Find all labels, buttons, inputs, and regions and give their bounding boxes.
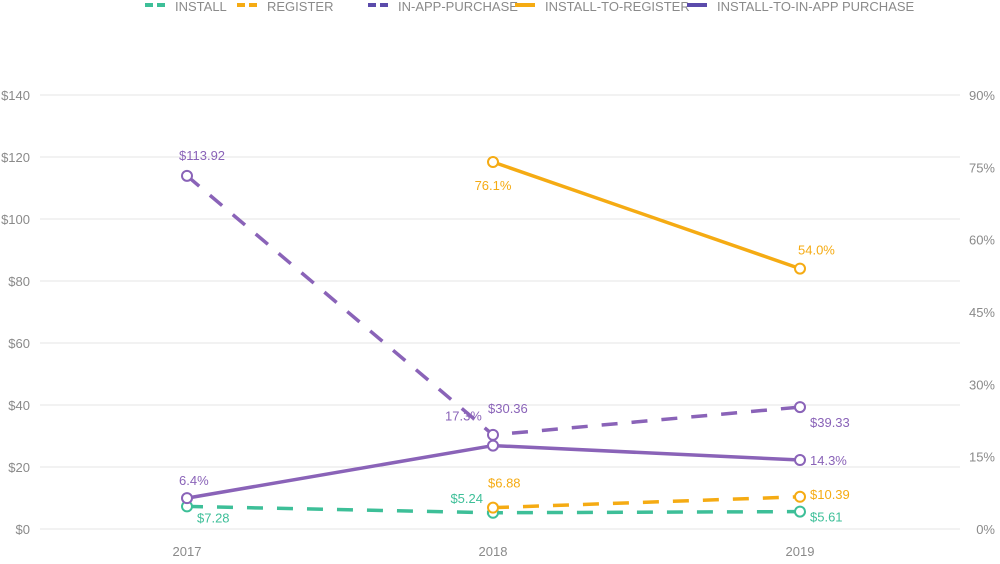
- data-point-in-app-purchase: [794, 401, 806, 414]
- series-line-register: [492, 495, 801, 510]
- left-tick-label: $100: [1, 212, 30, 227]
- legend-item-install-to-in-app-purchase[interactable]: INSTALL-TO-IN-APP PURCHASE: [687, 0, 915, 14]
- data-point-register: [487, 501, 499, 514]
- right-tick-label: 45%: [969, 305, 995, 320]
- legend-item-register[interactable]: REGISTER: [237, 0, 333, 14]
- legend-swatch: [157, 3, 165, 7]
- legend-item-install-to-register[interactable]: INSTALL-TO-REGISTER: [515, 0, 690, 14]
- right-tick-label: 0%: [976, 522, 995, 537]
- right-tick-label: 15%: [969, 450, 995, 465]
- data-point-install-to-in-app-purchase: [181, 492, 193, 505]
- right-tick-label: 75%: [969, 160, 995, 175]
- data-label-in-app-purchase: $39.33: [810, 415, 850, 430]
- data-label-install-to-register: 76.1%: [475, 178, 512, 193]
- data-label-install: $7.28: [197, 510, 230, 525]
- legend-label: INSTALL-TO-REGISTER: [545, 0, 690, 14]
- left-tick-label: $0: [16, 522, 30, 537]
- data-label-install-to-in-app-purchase: 14.3%: [810, 453, 847, 468]
- legend-label: REGISTER: [267, 0, 333, 14]
- legend-swatch: [368, 3, 376, 7]
- data-point-install-to-in-app-purchase: [487, 439, 499, 452]
- left-tick-label: $20: [8, 460, 30, 475]
- legend-swatch: [687, 3, 707, 7]
- data-point-install-to-in-app-purchase: [794, 454, 806, 467]
- data-point-install-to-register: [487, 156, 499, 169]
- legend-label: IN-APP-PURCHASE: [398, 0, 518, 14]
- left-tick-label: $60: [8, 336, 30, 351]
- right-tick-label: 60%: [969, 233, 995, 248]
- legend-swatch: [380, 3, 388, 7]
- data-point-in-app-purchase: [181, 169, 193, 182]
- data-label-install: $5.24: [450, 491, 483, 506]
- series-line-install-to-register: [492, 160, 801, 271]
- left-tick-label: $140: [1, 88, 30, 103]
- data-label-register: $10.39: [810, 487, 850, 502]
- series-line-in-app-purchase: [185, 174, 801, 437]
- data-label-in-app-purchase: $113.92: [179, 148, 225, 163]
- legend-label: INSTALL-TO-IN-APP PURCHASE: [717, 0, 915, 14]
- legend-item-in-app-purchase[interactable]: IN-APP-PURCHASE: [368, 0, 518, 14]
- legend-swatch: [515, 3, 535, 7]
- legend-label: INSTALL: [175, 0, 227, 14]
- data-point-install-to-register: [794, 262, 806, 275]
- left-tick-label: $120: [1, 150, 30, 165]
- legend-swatch: [145, 3, 153, 7]
- left-tick-label: $40: [8, 398, 30, 413]
- data-point-in-app-purchase: [487, 428, 499, 441]
- data-label-install-to-in-app-purchase: 17.3%: [445, 409, 482, 424]
- right-tick-label: 30%: [969, 377, 995, 392]
- x-tick-label: 2017: [173, 544, 202, 559]
- data-point-install: [794, 505, 806, 518]
- data-label-install: $5.61: [810, 510, 843, 525]
- data-point-register: [794, 490, 806, 503]
- legend-item-install[interactable]: INSTALL: [145, 0, 227, 14]
- x-tick-label: 2018: [479, 544, 508, 559]
- x-tick-label: 2019: [786, 544, 815, 559]
- data-label-register: $6.88: [488, 476, 521, 491]
- legend-swatch: [237, 3, 245, 7]
- right-tick-label: 90%: [969, 88, 995, 103]
- left-tick-label: $80: [8, 274, 30, 289]
- data-label-in-app-purchase: $30.36: [488, 401, 528, 416]
- data-label-install-to-register: 54.0%: [798, 243, 835, 258]
- legend-swatch: [249, 3, 257, 7]
- data-label-install-to-in-app-purchase: 6.4%: [179, 473, 209, 488]
